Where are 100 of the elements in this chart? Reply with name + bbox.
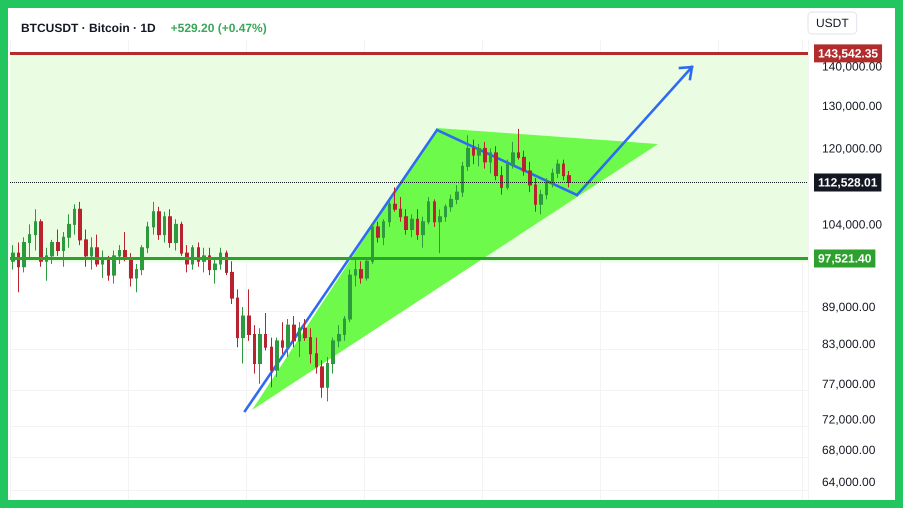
- candlestick: [511, 141, 515, 170]
- candlestick: [500, 166, 503, 196]
- candlestick: [556, 159, 560, 178]
- candlestick: [371, 224, 374, 265]
- candlestick: [427, 196, 430, 225]
- candlestick: [107, 255, 110, 282]
- candlestick: [135, 264, 138, 293]
- y-tick-label: 89,000.00: [822, 300, 876, 314]
- candlestick: [90, 236, 93, 270]
- candlestick: [483, 141, 487, 170]
- candlestick: [174, 218, 178, 251]
- candlestick: [416, 208, 419, 240]
- y-tick-label: 77,000.00: [822, 376, 876, 391]
- candlestick: [157, 206, 161, 240]
- candlestick: [393, 186, 397, 212]
- candlestick: [298, 322, 301, 358]
- candlestick: [50, 239, 54, 265]
- text: +529.20 (+0.47%): [170, 21, 267, 35]
- candlestick: [303, 318, 307, 342]
- candlestick: [320, 360, 324, 398]
- candlestick: [545, 177, 548, 200]
- candlestick: [73, 204, 76, 236]
- candlestick: [376, 221, 380, 243]
- candlestick: [163, 211, 166, 243]
- candlestick: [455, 184, 459, 205]
- candlestick: [539, 189, 543, 215]
- y-tick-label: 68,000.00: [822, 442, 876, 457]
- candlestick: [461, 161, 464, 198]
- candlestick: [241, 306, 245, 364]
- candlestick: [354, 258, 357, 288]
- y-tick-label: 140,000.00: [822, 60, 882, 74]
- ref-line-label: 112,528.01: [818, 176, 878, 190]
- y-tick-label: 64,000.00: [822, 474, 876, 489]
- candlestick: [180, 221, 183, 256]
- candlestick: [466, 134, 470, 172]
- ref-line-label: 97,521.40: [818, 251, 872, 266]
- candlestick: [388, 198, 391, 228]
- candlestick: [275, 337, 279, 378]
- candlestick: [506, 159, 509, 190]
- y-tick-label: 83,000.00: [822, 337, 876, 352]
- candlestick: [101, 250, 104, 278]
- candlestick: [522, 150, 526, 176]
- y-tick-label: 104,000.00: [822, 217, 882, 232]
- candlestick: [315, 337, 318, 374]
- candlestick: [17, 242, 20, 293]
- y-tick-label: 72,000.00: [822, 412, 876, 426]
- candlestick: [567, 170, 571, 188]
- candlestick: [477, 144, 481, 167]
- candlestick: [236, 288, 239, 348]
- candlestick: [146, 221, 149, 254]
- candlestick: [213, 258, 217, 284]
- ref-line-label: 143,542.35: [818, 46, 878, 60]
- candlestick: [517, 128, 520, 160]
- candlestick: [562, 159, 565, 181]
- candlestick: [168, 208, 172, 248]
- candlestick: [56, 228, 60, 256]
- y-axis-title: USDT: [816, 16, 850, 30]
- candlestick: [230, 260, 234, 305]
- candlestick: [326, 356, 329, 402]
- candlestick: [270, 337, 273, 388]
- candlestick: [247, 288, 251, 342]
- candlestick: [39, 218, 43, 268]
- candlestick: [410, 214, 414, 238]
- candlestick: [28, 224, 31, 260]
- candlestick: [152, 201, 155, 236]
- candlestick: [433, 198, 436, 228]
- candlestick: [281, 322, 284, 354]
- candlestick: [382, 218, 385, 246]
- candlestick: [253, 324, 256, 374]
- candlestick: [118, 244, 121, 265]
- candlestick: [449, 194, 453, 212]
- candlestick: [67, 214, 71, 248]
- candlestick: [489, 148, 492, 174]
- candlestick: [399, 196, 402, 222]
- candlestick: [264, 312, 267, 351]
- candlestick: [348, 269, 352, 323]
- candlestick: [62, 232, 65, 268]
- candlestick: [404, 208, 408, 236]
- candlestick: [286, 318, 290, 358]
- candlestick: [343, 316, 346, 342]
- candlestick: [551, 168, 554, 188]
- candlestick: [438, 208, 442, 254]
- candlestick: [494, 146, 498, 181]
- y-tick-label: 130,000.00: [822, 98, 882, 113]
- candlestick: [337, 324, 341, 348]
- candlestick: [258, 328, 262, 384]
- candlestick: [421, 216, 425, 248]
- candlestick: [78, 201, 82, 246]
- candlestick: [34, 208, 37, 251]
- candlestick: [365, 258, 369, 282]
- candlestick: [123, 232, 127, 262]
- chart-title: BTCUSDT · Bitcoin · 1D: [21, 21, 156, 35]
- candlestick: [309, 328, 312, 364]
- candlestick: [359, 260, 363, 284]
- candlestick: [331, 337, 335, 374]
- candlestick: [84, 228, 88, 268]
- candlestick: [292, 316, 296, 348]
- candlestick: [534, 177, 537, 212]
- y-tick-label: 120,000.00: [822, 141, 882, 156]
- candlestick: [528, 161, 532, 193]
